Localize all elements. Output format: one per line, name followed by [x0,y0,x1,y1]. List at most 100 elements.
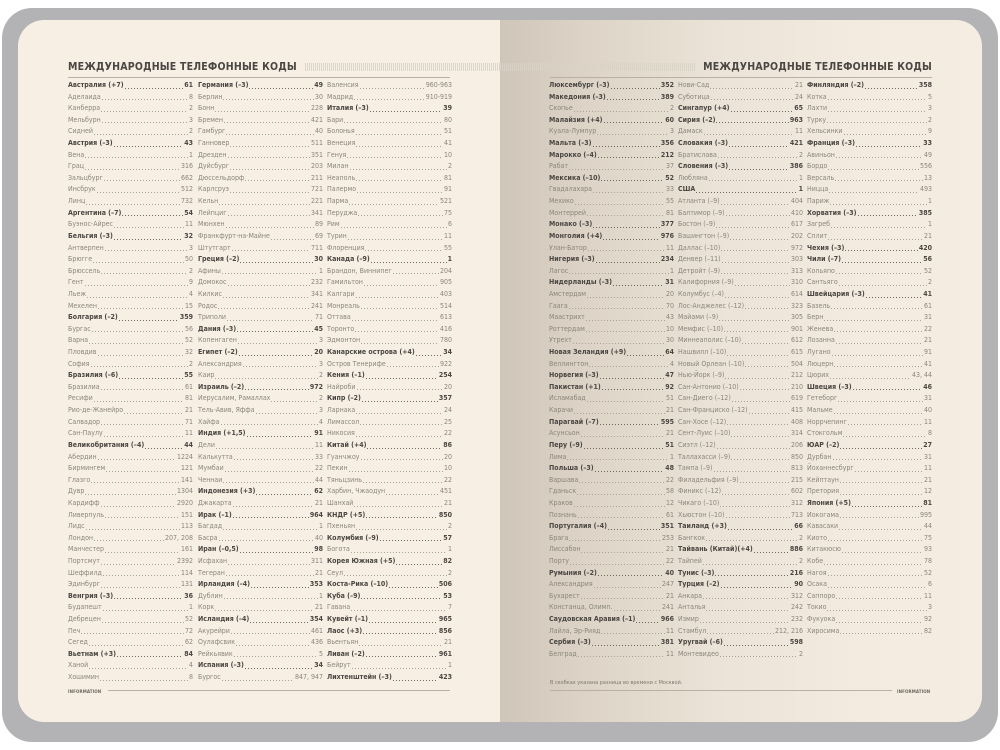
city-row: Эдинбург 131 [68,579,193,591]
dot-leader [719,319,790,321]
dial-code: 247 [661,580,674,589]
dot-leader [365,656,438,658]
dot-leader [242,366,318,368]
city-name: Кельн [198,197,219,206]
dial-code: 24 [443,406,452,415]
city-name: Роттердам [549,324,585,333]
city-name: Новый Орлеан (–10) [678,359,745,368]
city-name: Инсбрук [68,185,96,194]
city-row: Мумбаи 22 [198,463,323,475]
city-row: Рабат 37 [549,161,674,173]
dial-code: 1 [318,522,323,531]
country-row: Греция (–2) 30 [198,254,323,266]
dot-leader [117,656,184,658]
city-row: София 2 [68,359,193,371]
city-row: Лидс 113 [68,521,193,533]
city-name: Балтимор (–9) [678,208,725,217]
dot-leader [356,389,443,391]
dot-leader [702,563,798,565]
dial-code: 352 [660,81,674,89]
dial-code: 6 [447,220,452,229]
dot-leader [587,296,665,298]
city-name: София [68,359,90,368]
country-name: Нидерланды (–3) [549,278,613,287]
dot-leader [344,575,447,577]
country-name: Монголия (+4) [549,231,603,240]
dial-code: 3 [318,336,323,345]
country-name: Бельгия (–3) [68,231,113,240]
city-row: Утрехт 30 [549,335,674,347]
city-row: Саппоро 11 [807,591,932,603]
dial-code: 24 [794,92,803,101]
dial-code: 34 [443,348,452,357]
dot-leader [227,157,310,159]
city-row: Дюссельдорф 211 [198,173,323,185]
city-row: Мадрид 910-919 [327,92,452,104]
city-row: Майами (–9) 305 [678,312,803,324]
country-row: Мексика (–10) 52 [549,173,674,185]
country-row: Люксембург (–3) 352 [549,80,674,92]
dot-leader [245,389,309,391]
country-row: Румыния (–2) 40 [549,568,674,580]
dial-code: 72 [184,626,193,635]
city-name: Ларнака [327,406,356,415]
city-name: Сан-Антонио (–10) [678,382,739,391]
dial-code: 52 [184,336,193,345]
city-name: Милан [327,162,349,171]
dot-leader [573,505,665,507]
country-name: Сербия (–3) [549,638,591,647]
city-name: Никосия [327,429,355,438]
country-row: Тунис (–3) 216 [678,568,803,580]
dot-leader [358,215,443,217]
country-name: Иран (–0,5) [198,545,239,554]
country-row: Уругвай (–6) 598 [678,637,803,649]
country-name: Корея Южная (+5) [327,556,396,565]
dot-leader [830,377,911,379]
city-name: Харбин, Чжаодун [327,487,386,496]
city-name: Калгари [327,289,355,298]
city-name: Болонья [327,127,355,136]
country-row: Сирия (–2) 963 [678,115,803,127]
dot-leader [828,238,923,240]
city-name: Лондон [68,533,94,542]
dial-code: 21 [923,231,932,240]
country-row: Бельгия (–3) 32 [68,231,193,243]
dial-code: 2 [188,266,193,275]
dot-leader [824,563,923,565]
dot-leader [223,99,314,101]
dot-leader [857,215,918,217]
city-row: Филадельфия (–9) 215 [678,475,803,487]
city-row: Версаль 13 [807,173,932,185]
dot-leader [113,145,184,147]
dot-leader [593,586,661,588]
city-name: Монреаль [327,301,360,310]
dot-leader [356,412,443,414]
dot-leader [699,621,790,623]
city-row: Франкфурт-на-Майне 69 [198,231,323,243]
dial-code: 7 [447,603,452,612]
dial-code: 34 [314,661,323,670]
country-name: Вьетнам (+3) [68,649,117,658]
dot-leader [85,157,188,159]
dial-code: 61 [184,382,193,391]
city-name: Бейрут [327,661,351,670]
city-row: Суботица 24 [678,92,803,104]
dot-leader [706,540,798,542]
city-name: Салвадор [68,417,101,426]
dot-leader [613,610,661,612]
dot-leader [839,482,923,484]
city-row: Сан-Антонио (–10) 210 [678,382,803,394]
city-row: Китакюсю 93 [807,544,932,556]
city-row: Никосия 22 [327,428,452,440]
city-row: Киото 75 [807,533,932,545]
country-row: Перу (–9) 51 [549,440,674,452]
city-row: Буэнос-Айрес 11 [68,219,193,231]
dot-leader [835,343,923,345]
dial-code: 10 [443,150,452,159]
dot-leader [124,87,184,89]
city-name: Дюссельдорф [198,173,245,182]
city-row: Абердин 1224 [68,452,193,464]
dot-leader [349,203,439,205]
dial-code: 47 [665,371,674,380]
dial-code: 40 [314,127,323,136]
